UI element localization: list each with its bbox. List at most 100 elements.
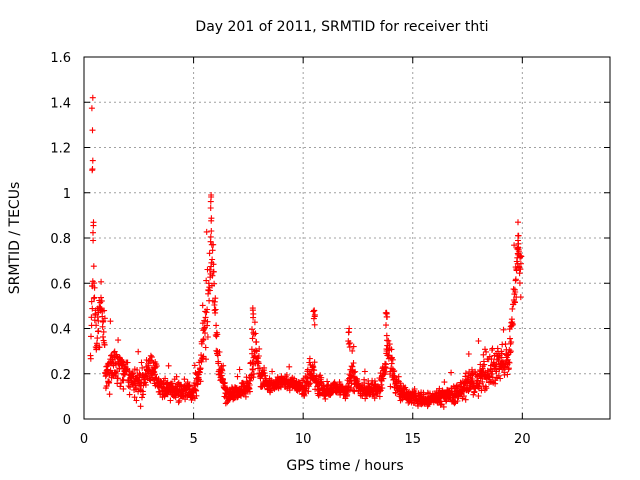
- x-axis-label: GPS time / hours: [286, 458, 403, 474]
- data-point: [475, 338, 482, 344]
- data-point: [203, 277, 210, 284]
- data-point: [117, 383, 124, 390]
- data-point: [389, 356, 396, 363]
- data-point: [90, 229, 96, 236]
- y-tick-label: 0.4: [50, 323, 71, 338]
- data-point: [305, 388, 312, 395]
- data-point: [371, 395, 378, 402]
- data-point: [388, 346, 395, 353]
- data-point: [307, 380, 314, 387]
- data-point: [202, 330, 208, 337]
- y-tick-label: 0.2: [50, 368, 71, 383]
- data-point: [255, 353, 262, 359]
- data-point: [306, 381, 313, 388]
- data-point: [216, 349, 223, 355]
- data-point: [505, 365, 512, 372]
- y-tick-label: 0.6: [50, 277, 71, 292]
- data-point: [193, 392, 200, 399]
- data-point: [87, 355, 94, 362]
- data-point: [126, 391, 133, 398]
- data-point: [261, 364, 268, 371]
- data-point: [206, 287, 213, 294]
- data-point: [479, 378, 486, 385]
- data-point: [90, 237, 97, 244]
- data-point: [88, 298, 95, 305]
- data-point: [206, 266, 213, 273]
- data-point: [214, 352, 221, 359]
- data-point: [311, 307, 318, 314]
- data-point: [482, 346, 488, 353]
- data-point: [89, 167, 96, 174]
- data-point: [208, 215, 215, 222]
- data-point: [345, 329, 352, 336]
- data-point: [88, 314, 95, 321]
- data-point: [176, 397, 183, 404]
- data-point: [209, 272, 216, 279]
- data-point: [209, 247, 216, 254]
- data-point: [386, 341, 393, 348]
- data-point: [90, 222, 97, 229]
- data-point: [311, 359, 318, 366]
- data-point: [98, 278, 105, 285]
- data-point: [90, 295, 97, 302]
- data-point: [213, 347, 220, 354]
- data-point: [306, 355, 313, 362]
- data-point: [204, 306, 211, 313]
- data-point: [516, 270, 523, 277]
- data-point: [249, 359, 256, 366]
- data-point: [100, 333, 106, 340]
- data-point: [91, 294, 98, 301]
- data-point: [345, 340, 352, 347]
- data-point: [249, 335, 256, 342]
- data-point: [480, 351, 487, 358]
- data-point: [101, 342, 108, 348]
- data-point: [143, 373, 150, 380]
- data-point: [311, 367, 318, 374]
- data-point: [517, 266, 524, 273]
- data-point: [94, 335, 101, 342]
- data-point: [348, 380, 355, 387]
- data-point: [481, 361, 488, 368]
- data-point: [509, 305, 516, 312]
- data-point: [197, 365, 204, 372]
- data-point: [383, 361, 389, 368]
- data-point: [488, 356, 495, 363]
- data-point: [504, 352, 511, 359]
- y-tick-label: 0.8: [50, 232, 71, 247]
- axis-ticks: [83, 56, 610, 420]
- chart-title: Day 201 of 2011, SRMTID for receiver tht…: [195, 19, 488, 35]
- y-axis-label: SRMTID / TECUs: [7, 182, 23, 295]
- data-point: [89, 157, 96, 164]
- data-point: [215, 360, 222, 367]
- data-point: [88, 333, 94, 340]
- data-point: [388, 360, 395, 367]
- data-point: [497, 375, 504, 382]
- data-point: [352, 368, 359, 375]
- data-point: [158, 384, 165, 391]
- data-point: [411, 386, 418, 392]
- data-point: [101, 307, 108, 314]
- data-point: [517, 294, 524, 301]
- data-point: [175, 399, 182, 406]
- data-point: [460, 393, 467, 400]
- data-point: [310, 308, 317, 315]
- data-point: [214, 331, 221, 338]
- data-point: [286, 363, 293, 370]
- data-point: [512, 289, 519, 295]
- data-point: [191, 362, 198, 369]
- data-point: [250, 314, 257, 321]
- data-point: [380, 375, 387, 382]
- data-point: [498, 354, 505, 361]
- y-tick-label: 1.2: [50, 142, 71, 157]
- data-point: [440, 403, 447, 410]
- data-point: [203, 356, 209, 363]
- data-point: [511, 242, 518, 249]
- data-point: [250, 329, 257, 336]
- data-point: [212, 306, 219, 313]
- data-point: [167, 397, 174, 404]
- data-point: [94, 314, 101, 321]
- data-point: [152, 371, 158, 378]
- data-point: [251, 319, 258, 326]
- data-point: [247, 377, 254, 384]
